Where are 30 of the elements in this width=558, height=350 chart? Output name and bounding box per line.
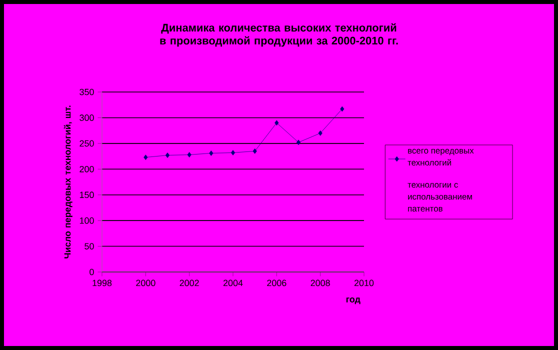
x-tick-label: 2000 <box>136 280 156 286</box>
x-tick-label: 2002 <box>180 280 199 286</box>
point <box>230 150 236 156</box>
point <box>187 152 192 158</box>
x-tick-label: 2008 <box>310 280 330 286</box>
point <box>274 120 279 126</box>
point <box>318 130 322 136</box>
x-tick-label: 1998 <box>92 280 112 286</box>
point <box>144 154 148 160</box>
y-tick-label: 350 <box>80 88 94 96</box>
y-tick-label: 100 <box>80 217 94 224</box>
chart-title: Динамика количества высоких технологий в производимой продукции за 2000-2010 гг. <box>160 23 398 47</box>
text: технологии с использованием патентов <box>408 183 472 212</box>
legend-label: всего передовых технологий <box>408 148 474 166</box>
y-tick-label: 250 <box>80 140 94 147</box>
y-tick-label: 300 <box>80 114 94 121</box>
point <box>296 140 301 146</box>
point <box>252 148 257 154</box>
point <box>340 106 344 112</box>
y-axis-title: Число передовых технологий, шт. <box>64 106 72 258</box>
point <box>165 152 170 158</box>
point <box>209 150 214 156</box>
x-tick-label: 2010 <box>354 280 374 286</box>
y-tick-label: 50 <box>84 243 94 250</box>
x-tick-label: 2006 <box>267 280 286 286</box>
x-tick-label: 2004 <box>223 280 243 286</box>
y-tick-label: 200 <box>80 166 94 172</box>
x-axis-title: год <box>346 298 360 304</box>
y-tick-label: 150 <box>80 192 94 198</box>
y-tick-label: 0 <box>90 268 94 276</box>
